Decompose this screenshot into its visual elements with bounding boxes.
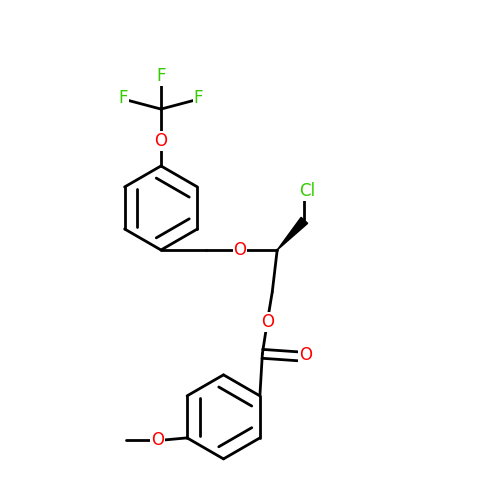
Text: O: O	[299, 346, 312, 364]
Text: Cl: Cl	[299, 182, 315, 200]
Text: F: F	[194, 88, 203, 106]
Text: F: F	[118, 88, 128, 106]
Text: O: O	[151, 432, 164, 450]
Polygon shape	[277, 218, 308, 250]
Text: O: O	[234, 241, 246, 259]
Text: O: O	[154, 132, 168, 150]
Text: O: O	[261, 312, 274, 330]
Text: F: F	[156, 67, 166, 85]
